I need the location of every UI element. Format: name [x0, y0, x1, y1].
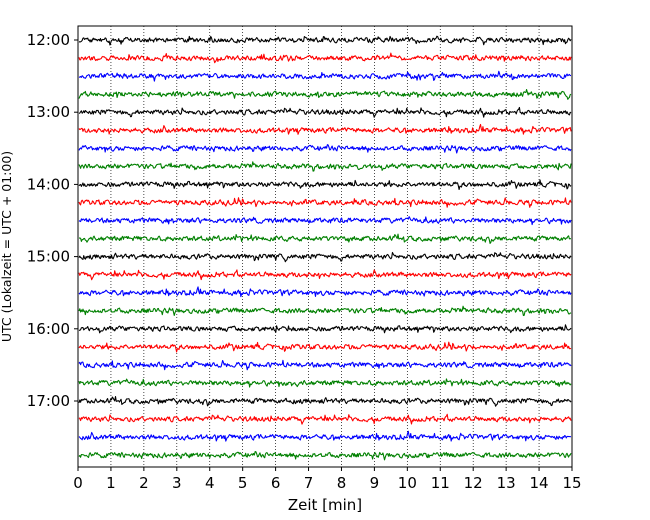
x-tick-label: 8	[337, 474, 347, 492]
trace-1215	[78, 52, 572, 64]
x-tick-label: 12	[464, 474, 483, 492]
trace-1300	[78, 106, 572, 118]
x-tick-label: 3	[172, 474, 182, 492]
x-tick-label: 7	[304, 474, 314, 492]
x-tick-label: 11	[431, 474, 450, 492]
x-tick-label: 2	[139, 474, 149, 492]
traces	[78, 35, 572, 461]
y-tick-label: 17:00	[27, 392, 70, 410]
x-tick-label: 10	[398, 474, 417, 492]
trace-1715	[78, 413, 572, 425]
trace-1330	[78, 144, 572, 154]
x-tick-label: 14	[530, 474, 549, 492]
y-axis-label: UTC (Lokalzeit = UTC + 01:00)	[0, 151, 14, 342]
x-tick-label: 1	[106, 474, 116, 492]
trace-1315	[78, 123, 572, 135]
y-tick-label: 14:00	[27, 175, 70, 193]
x-axis: 0 1 2 3 4 5 6 7 8 9 10 11 12 13 14 15	[73, 467, 582, 492]
x-tick-label: 0	[73, 474, 83, 492]
y-axis: 12:00 13:00 14:00 15:00 16:00 17:00	[27, 31, 78, 410]
x-tick-label: 15	[562, 474, 581, 492]
y-tick-label: 16:00	[27, 320, 70, 338]
trace-1415	[78, 197, 572, 208]
trace-1745	[78, 450, 572, 461]
plot-frame	[77, 25, 573, 468]
trace-1500	[78, 251, 572, 263]
trace-1630	[78, 359, 572, 371]
trace-1545	[78, 305, 572, 317]
trace-1530	[78, 286, 572, 298]
y-tick-label: 13:00	[27, 103, 70, 121]
x-tick-label: 13	[497, 474, 516, 492]
trace-1515	[78, 269, 572, 281]
trace-1730	[78, 430, 572, 442]
trace-1345	[78, 161, 572, 172]
x-tick-label: 6	[271, 474, 281, 492]
trace-1400	[78, 179, 572, 191]
y-tick-label: 12:00	[27, 31, 70, 49]
trace-1615	[78, 341, 572, 353]
x-tick-label: 4	[205, 474, 215, 492]
x-tick-label: 9	[370, 474, 380, 492]
trace-1700	[78, 396, 572, 407]
x-tick-label: 5	[238, 474, 248, 492]
trace-1245	[78, 88, 572, 100]
y-tick-label: 15:00	[27, 248, 70, 266]
trace-1230	[78, 70, 572, 82]
trace-1200	[78, 35, 572, 46]
trace-1445	[78, 233, 572, 244]
trace-1430	[78, 216, 572, 226]
trace-1645	[78, 378, 572, 388]
trace-1600	[78, 324, 572, 334]
x-axis-label: Zeit [min]	[288, 496, 362, 514]
